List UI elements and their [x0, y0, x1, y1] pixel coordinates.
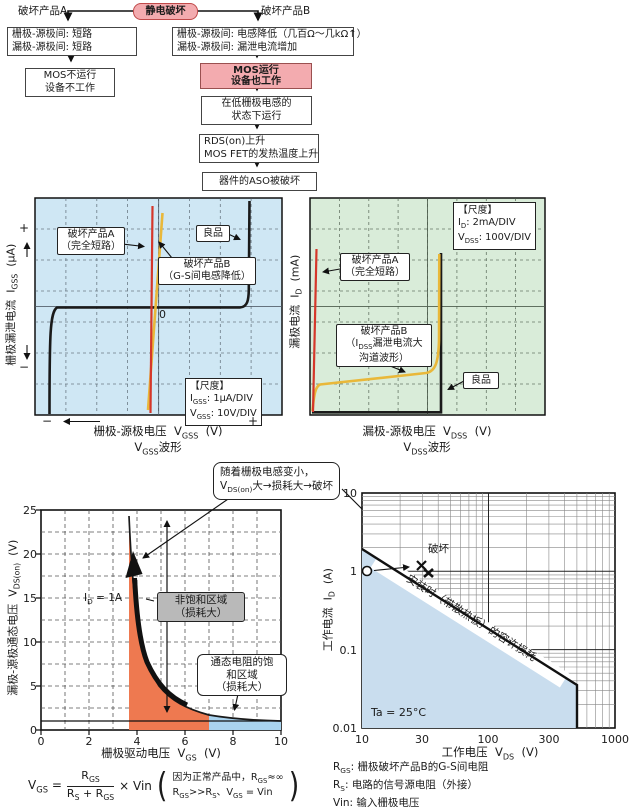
vdson-thick-arrow: [132, 577, 189, 708]
formula-notes: 因为正常产品中，RGS≈∞ RGS>>RS、VGS = Vin: [172, 771, 284, 800]
saturation-callout-arrow: [232, 693, 240, 711]
flow-box-a1: 栅极-源极间: 短路 漏极-源极间: 短路: [7, 27, 137, 56]
vgss-y-minus: −: [19, 360, 30, 374]
svg-text:2: 2: [86, 735, 93, 748]
svg-text:10: 10: [274, 735, 288, 748]
vgss-y-plus: +: [19, 221, 30, 235]
soa-boundary-line: [361, 547, 579, 728]
svg-text:0: 0: [38, 735, 45, 748]
formula-paren-open: (: [156, 767, 168, 807]
vdson-nonsaturation-region: [129, 516, 209, 730]
formula-multiplier: × Vin: [119, 779, 152, 794]
soa-x-axis-label: 工作电压 VDS (V): [441, 745, 539, 762]
soa-y-tick-labels: 10 1 0.1 0.01: [333, 487, 358, 735]
formula-fraction: RGS RS + RGS: [66, 769, 115, 803]
soa-destroy-label: 破坏: [428, 543, 449, 555]
soa-operating-point: [361, 565, 373, 577]
vgss-scale-box: 【尺度】 IGSS: 1μA/DIV VGSS: 10V/DIV: [185, 378, 262, 427]
flow-root-box: 静电破坏: [133, 3, 198, 20]
flow-box-b2: MOS运行 设备也工作: [200, 63, 312, 89]
soa-notes: RGS: 栅极破坏产品B的G-S间电阻 RS: 电路的信号源电阻（外接） Vin…: [333, 761, 489, 807]
vdss-ann-product-b: 破坏产品B （IDSS漏泄电流大 沟道波形）: [336, 324, 432, 367]
vgs-formula: VGS = RGS RS + RGS × Vin ( 因为正常产品中，RGS≈∞…: [28, 769, 299, 804]
vdson-x-tick-labels: 0 2 4 6 8 10: [38, 735, 289, 748]
vgss-x-plus: +: [248, 414, 259, 428]
vdss-ann-product-a: 破坏产品A （完全短路）: [340, 253, 410, 281]
svg-text:1000: 1000: [601, 733, 629, 746]
svg-text:25: 25: [23, 504, 37, 517]
vgss-productA-trace: [149, 205, 154, 414]
soa-ta-label: Ta = 25°C: [371, 706, 427, 719]
vdson-y-tick-labels: 25 20 15 10 5 0: [23, 504, 37, 737]
soa-failure-mark-2: [423, 568, 434, 578]
svg-text:30: 30: [415, 733, 429, 746]
svg-text:6: 6: [182, 735, 189, 748]
vgss-caption: VGSS波形: [134, 440, 182, 457]
branch-b-label: 破坏产品B: [261, 5, 311, 17]
vdson-saturation-label: 通态电阻的饱 和区域 （损耗大）: [197, 654, 287, 696]
svg-text:5: 5: [30, 680, 37, 693]
vdss-good-trace: [312, 253, 443, 414]
svg-text:20: 20: [23, 548, 37, 561]
vdson-saturation-region: [209, 715, 281, 730]
soa-y-axis-label: 工作电流 ID (A): [321, 568, 337, 652]
flow-box-b3: 在低栅极电感的 状态下运行: [201, 96, 312, 125]
vgss-good-trace: [48, 200, 251, 415]
vdss-productA-trace: [311, 248, 318, 413]
svg-text:8: 8: [230, 735, 237, 748]
vgss-ann-product-b: 破坏产品B （G-S间电感降低）: [158, 257, 256, 285]
formula-paren-close: ): [288, 767, 300, 807]
vdson-x-axis-label: 栅极驱动电压 VGS (V): [101, 746, 221, 763]
flow-box-b1: 栅极-源极间: 电感降低（几百Ω～几kΩ↑） 漏极-源极间: 漏泄电流增加: [172, 27, 367, 56]
svg-text:1: 1: [350, 565, 357, 578]
vgss-x-minus: −: [42, 414, 53, 428]
vgss-zero-label: 0: [159, 308, 166, 321]
vgss-x-axis-label: 栅极-源极电压 VGSS (V): [93, 424, 223, 441]
svg-text:10: 10: [343, 487, 357, 500]
vdson-nonsaturation-label: 非饱和区域 （损耗大）: [157, 592, 245, 622]
svg-text:100: 100: [478, 733, 499, 746]
vdson-thick-arrowhead: [125, 551, 143, 578]
svg-text:15: 15: [23, 592, 37, 605]
soa-x-tick-labels: 10 30 100 300 1000: [355, 733, 629, 746]
vdss-scope: [309, 197, 546, 416]
vgss-y-axis-label: 栅极漏泄电流 IGSS (μA): [4, 243, 20, 366]
vdss-scale-box: 【尺度】 ID: 2mA/DIV VDSS: 100V/DIV: [453, 202, 536, 251]
formula-lhs: VGS =: [28, 778, 62, 795]
vdss-x-axis-label: 漏极-源极电压 VDSS (V): [362, 424, 492, 441]
vgss-good-label: 良品: [196, 225, 230, 242]
svg-text:0.1: 0.1: [340, 644, 358, 657]
soa-op-arrow: [373, 564, 410, 572]
svg-text:0.01: 0.01: [333, 722, 358, 735]
svg-text:10: 10: [355, 733, 369, 746]
vdson-y-axis-label: 漏极-源极通态电压 VDS(on) (V): [6, 539, 22, 696]
vdson-id-label: ID = 1A: [84, 592, 123, 607]
vdss-good-label: 良品: [463, 372, 499, 389]
vgss-ann-product-a: 破坏产品A （完全短路）: [57, 227, 125, 255]
callout-arrow-left: [142, 496, 232, 559]
branch-a-label: 破坏产品A: [18, 5, 68, 17]
svg-text:0: 0: [30, 724, 37, 737]
svg-text:4: 4: [134, 735, 141, 748]
flow-box-b5: 器件的ASO被破坏: [202, 172, 317, 191]
flow-box-b4: RDS(on)上升 MOS FET的发热温度上升: [199, 134, 319, 163]
vdss-y-axis-label: 漏极电流 ID (mA): [288, 254, 304, 349]
vdss-caption: VDSS波形: [403, 440, 451, 457]
flow-box-a2: MOS不运行 设备不工作: [25, 68, 115, 97]
gate-inductance-callout: 随着栅极电感变小， VDS(on)大→损耗大→破坏: [213, 462, 340, 501]
soa-chart: 10 1 0.1 0.01 10 30 100 300 1000: [333, 487, 630, 746]
svg-text:300: 300: [539, 733, 560, 746]
svg-text:10: 10: [23, 636, 37, 649]
